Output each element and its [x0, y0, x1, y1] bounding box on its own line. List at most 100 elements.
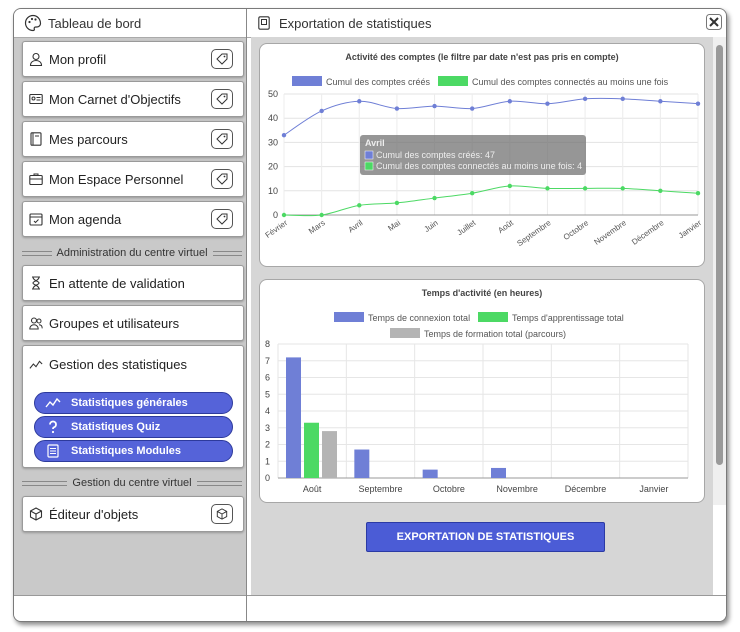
data-point: [695, 101, 701, 106]
account-activity-card: Activité des comptes (le filtre par date…: [259, 43, 705, 267]
nav-item-mon-agenda[interactable]: Mon agenda: [22, 201, 244, 237]
nav-item-label: Mes parcours: [49, 131, 128, 147]
nav-item-label: Gestion des statistiques: [49, 356, 188, 372]
data-point: [394, 106, 400, 111]
y-tick-label: 20: [268, 162, 278, 172]
subitem-statistiques-quiz[interactable]: Statistiques Quiz: [34, 416, 233, 438]
data-point: [357, 203, 362, 208]
legend-label: Temps d'apprentissage total: [512, 313, 624, 323]
bar-chart-title: Temps d'activité (en heures): [421, 288, 543, 298]
nav-item-gestion-statistiques[interactable]: Gestion des statistiques: [23, 346, 243, 382]
data-point: [658, 99, 663, 104]
subitem-label: Statistiques Modules: [71, 445, 182, 457]
tooltip-line: Cumul des comptes connectés au moins une…: [376, 161, 582, 171]
data-point: [432, 195, 437, 201]
y-tick-label: 6: [265, 373, 270, 383]
activity-time-card: Temps d'activité (en heures) Temps de co…: [259, 279, 705, 503]
briefcase-icon: [29, 172, 43, 186]
x-tick-label: Mars: [307, 218, 327, 236]
management-section-separator: Gestion du centre virtuel: [22, 477, 243, 489]
data-point: [507, 99, 513, 104]
stats-menu-group: Gestion des statistiques Statistiques gé…: [22, 345, 244, 468]
data-point: [319, 108, 324, 114]
legend-swatch: [334, 312, 364, 322]
data-point: [394, 200, 400, 206]
data-point: [357, 99, 362, 104]
subitem-statistiques-generales[interactable]: Statistiques générales: [34, 392, 233, 414]
x-tick-label: Septembre: [358, 484, 402, 494]
data-point: [281, 132, 287, 138]
y-tick-label: 30: [268, 137, 278, 147]
x-tick-label: Juin: [422, 218, 439, 234]
data-point: [545, 101, 550, 106]
x-tick-label: Août: [496, 218, 515, 235]
cube-icon: [211, 504, 233, 524]
y-tick-label: 4: [265, 406, 270, 416]
y-tick-label: 50: [268, 89, 278, 99]
user-icon: [29, 52, 43, 66]
nav-item-label: Mon profil: [49, 51, 107, 67]
x-tick-label: Novembre: [592, 218, 628, 247]
admin-section-label: Administration du centre virtuel: [56, 247, 208, 259]
y-tick-label: 3: [265, 423, 270, 433]
legend-label: Cumul des comptes connectés au moins une…: [472, 77, 669, 87]
scrollbar-thumb[interactable]: [716, 45, 723, 465]
activity-time-chart: Temps de connexion total Temps d'apprenti…: [265, 312, 689, 494]
y-tick-label: 1: [265, 456, 270, 466]
subitem-statistiques-modules[interactable]: Statistiques Modules: [34, 440, 233, 462]
admin-section-separator: Administration du centre virtuel: [22, 247, 243, 259]
export-area: EXPORTATION DE STATISTIQUES: [251, 505, 713, 595]
management-section-label: Gestion du centre virtuel: [72, 477, 192, 489]
tooltip-swatch: [364, 161, 374, 171]
book-icon: [29, 132, 43, 146]
data-point: [582, 186, 588, 191]
y-tick-label: 0: [273, 210, 278, 220]
close-button[interactable]: [705, 13, 723, 31]
data-point: [432, 103, 437, 109]
y-tick-label: 0: [265, 473, 270, 483]
palette-icon: [24, 14, 42, 32]
x-tick-label: Janvier: [677, 218, 704, 240]
bar: [322, 431, 337, 478]
legend-label: Temps de formation total (parcours): [424, 329, 566, 339]
vertical-scrollbar[interactable]: [713, 37, 726, 505]
dashboard-title: Tableau de bord: [48, 15, 142, 31]
data-point: [658, 188, 663, 193]
right-bottom-bar: [247, 595, 726, 621]
tag-icon: [211, 169, 233, 189]
y-tick-label: 10: [268, 186, 278, 196]
nav-item-attente-validation[interactable]: En attente de validation: [22, 265, 244, 301]
data-point: [281, 212, 287, 218]
export-icon: [257, 16, 271, 30]
data-point: [620, 96, 625, 102]
x-tick-label: Octobre: [433, 484, 465, 494]
nav-item-mon-profil[interactable]: Mon profil: [22, 41, 244, 77]
nav-item-groupes-utilisateurs[interactable]: Groupes et utilisateurs: [22, 305, 244, 341]
tooltip-line: Cumul des comptes créés: 47: [376, 150, 495, 160]
question-icon: [45, 419, 61, 435]
legend-label: Temps de connexion total: [368, 313, 470, 323]
left-bottom-bar: [14, 595, 246, 621]
x-tick-label: Novembre: [496, 484, 538, 494]
x-tick-label: Mai: [386, 218, 402, 233]
statistics-content-area: Activité des comptes (le filtre par date…: [251, 37, 713, 505]
bar: [491, 467, 506, 478]
x-tick-label: Février: [264, 218, 290, 240]
tooltip-swatch: [364, 150, 374, 160]
data-point: [620, 186, 625, 191]
tag-icon: [211, 129, 233, 149]
nav-item-carnet-objectifs[interactable]: Mon Carnet d'Objectifs: [22, 81, 244, 117]
tag-icon: [211, 49, 233, 69]
nav-item-label: Mon Carnet d'Objectifs: [49, 91, 181, 107]
data-point: [319, 212, 324, 218]
x-tick-label: Août: [303, 484, 322, 494]
nav-item-espace-personnel[interactable]: Mon Espace Personnel: [22, 161, 244, 197]
export-statistics-button[interactable]: EXPORTATION DE STATISTIQUES: [366, 522, 605, 552]
nav-item-mes-parcours[interactable]: Mes parcours: [22, 121, 244, 157]
nav-item-label: En attente de validation: [49, 275, 185, 291]
nav-item-editeur-objets[interactable]: Éditeur d'objets: [22, 496, 244, 532]
calendar-icon: [29, 212, 43, 226]
y-tick-label: 2: [265, 440, 270, 450]
tag-icon: [211, 89, 233, 109]
